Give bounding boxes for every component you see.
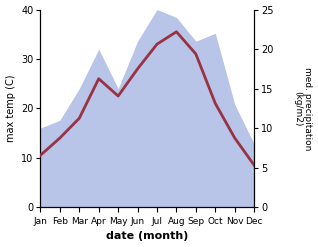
X-axis label: date (month): date (month) [106, 231, 189, 242]
Y-axis label: med. precipitation
(kg/m2): med. precipitation (kg/m2) [293, 67, 313, 150]
Y-axis label: max temp (C): max temp (C) [5, 75, 16, 142]
